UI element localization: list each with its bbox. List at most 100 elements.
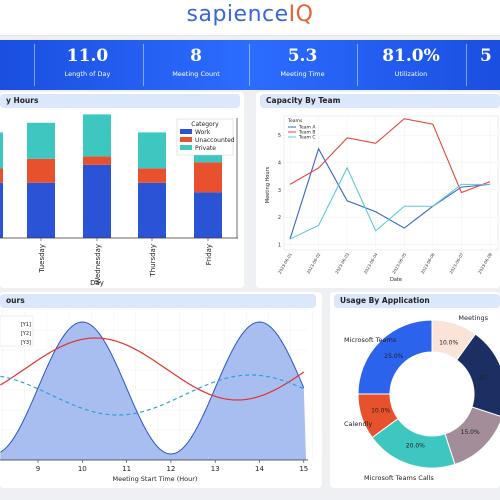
- x-tick-label: 9: [36, 465, 40, 473]
- pie-slice: [357, 319, 433, 395]
- y-tick-label: 2: [278, 215, 281, 221]
- series-line: [289, 147, 491, 240]
- hours-title: ours: [0, 294, 316, 308]
- x-axis-label: Day: [90, 279, 104, 287]
- slice-percent-label: 20.0%: [406, 442, 425, 449]
- kpi-bar: 11.0 Length of Day 8 Meeting Count 5.3 M…: [0, 40, 500, 90]
- kpi-partial: 5: [480, 40, 500, 90]
- pie-slice: [455, 333, 500, 417]
- kpi-label: Utilization: [394, 70, 428, 78]
- bar-segment: [83, 114, 111, 157]
- series-line: [289, 166, 490, 240]
- kpi-value: 5.3: [287, 46, 318, 66]
- hours-chart: 9 10 11 12 13 14 15 Meeting Start Time (Hour) [Y…: [0, 309, 313, 483]
- slice-name-label: Meetings: [458, 314, 488, 322]
- x-axis-label: Date: [390, 277, 402, 283]
- legend-title: Teams: [287, 118, 303, 124]
- y-tick-label: 3: [278, 188, 281, 194]
- legend-swatch: [180, 129, 192, 134]
- slice-name-label: Calendly: [344, 420, 372, 428]
- bar-segment: [0, 132, 3, 169]
- x-axis-label: Meeting Start Time (Hour): [113, 475, 198, 483]
- bar-segment: [27, 158, 55, 183]
- slice-percent-label: 10.0%: [371, 408, 390, 415]
- x-tick-label: Wednesday: [94, 244, 102, 285]
- kpi-label: Meeting Count: [172, 70, 220, 78]
- bar-segment: [138, 182, 166, 238]
- capacity-chart: 1 2 3 4 5 2023-06-01 2023-06-02 2023-06-03 2023-…: [265, 115, 499, 283]
- x-tick-label: 13: [211, 465, 220, 473]
- kpi-divider: [466, 44, 467, 86]
- logo-text: sapience: [186, 2, 289, 27]
- bar-segment: [83, 164, 111, 238]
- x-tick-label: Tuesday: [38, 244, 46, 273]
- legend-label: [Y1]: [21, 322, 31, 328]
- legend-label: Unaccounted: [195, 137, 235, 144]
- legend-swatch: [180, 137, 192, 142]
- capacity-title: Capacity By Team: [260, 94, 500, 108]
- x-tick-label: 2023-06-08: [477, 252, 493, 275]
- series-line: [0, 321, 305, 455]
- series-line: [289, 118, 491, 194]
- slice-percent-label: 15.0%: [461, 429, 480, 436]
- legend-label: Work: [195, 129, 211, 136]
- top-bar: [0, 0, 500, 36]
- y-tick-label: 1: [278, 243, 281, 249]
- slice-name-label: Microsoft Teams Calls: [364, 474, 434, 482]
- bar-segment: [83, 156, 111, 165]
- x-tick-label: 2023-06-02: [305, 252, 321, 275]
- bar-segment: [27, 182, 55, 238]
- kpi-value: 8: [190, 46, 202, 66]
- kpi-value: 11.0: [66, 46, 109, 66]
- series-line: [0, 337, 305, 401]
- legend-label: Team C: [298, 135, 315, 141]
- x-tick-label: 11: [122, 465, 131, 473]
- y-tick-label: 5: [278, 133, 281, 139]
- series-line: [0, 374, 305, 416]
- bar-segment: [138, 168, 166, 183]
- slice-percent-label: 25.0%: [384, 353, 403, 360]
- bar-segment: [0, 168, 3, 183]
- x-tick-label: 10: [78, 465, 87, 473]
- bar-segment: [138, 132, 166, 169]
- slice-percent-label: 20.: [479, 374, 489, 381]
- kpi-value: 5: [480, 46, 492, 66]
- kpi-divider: [249, 44, 250, 86]
- x-tick-label: Friday: [205, 244, 213, 265]
- usage-title: Usage By Application: [334, 294, 500, 308]
- kpi-divider: [357, 44, 358, 86]
- kpi-length-of-day: 11.0 Length of Day: [35, 40, 140, 90]
- x-tick-label: 2023-06-05: [391, 252, 407, 275]
- kpi-meeting-count: 8 Meeting Count: [144, 40, 248, 90]
- kpi-label: Meeting Time: [280, 70, 325, 78]
- legend-label: Team A: [298, 125, 316, 131]
- legend-label: [Y2]: [21, 331, 31, 337]
- x-tick-label: 2023-06-04: [363, 252, 379, 275]
- x-tick-label: 2023-06-01: [277, 252, 293, 275]
- app-logo[interactable]: sapienceIQ: [0, 2, 500, 27]
- usage-chart: 10.0% 20. 15.0% 20.0% 10.0% 25.0% Meetings Micr…: [344, 314, 500, 482]
- day-hours-chart: Tuesday Wednesday Thursday Friday Day Categor…: [0, 114, 238, 287]
- y-axis-label: Meeting Hours: [265, 166, 271, 203]
- legend-title: Category: [191, 121, 219, 128]
- kpi-value: 81.0%: [382, 46, 440, 66]
- bar-segment: [194, 162, 222, 193]
- day-hours-title: y Hours: [0, 94, 240, 108]
- kpi-meeting-time: 5.3 Meeting Time: [250, 40, 355, 90]
- x-tick-label: 15: [299, 465, 308, 473]
- kpi-divider: [143, 44, 144, 86]
- kpi-divider: [34, 44, 35, 86]
- kpi-label: Length of Day: [64, 70, 111, 78]
- legend-label: Team B: [298, 130, 315, 136]
- legend-box: [0, 315, 34, 347]
- logo-iq: IQ: [288, 2, 314, 27]
- bar-segment: [27, 122, 55, 159]
- y-tick-label: 4: [278, 160, 281, 166]
- x-tick-label: 2023-06-06: [420, 252, 436, 275]
- x-tick-label: 2023-06-03: [334, 252, 350, 275]
- legend-swatch: [180, 145, 192, 150]
- kpi-utilization: 81.0% Utilization: [358, 40, 464, 90]
- x-tick-label: Thursday: [149, 244, 157, 278]
- legend-label: Private: [195, 145, 216, 152]
- slice-name-label: Microsoft Teams: [344, 336, 397, 344]
